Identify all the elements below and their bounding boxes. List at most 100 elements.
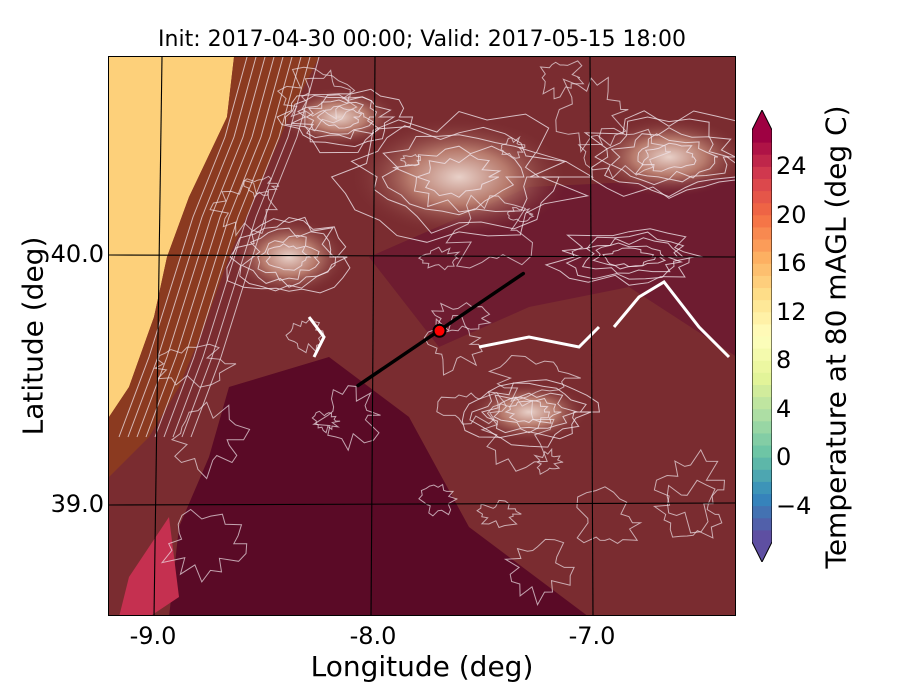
colorbar-band	[752, 226, 772, 240]
colorbar-band	[752, 202, 772, 216]
colorbar-band	[752, 481, 772, 495]
contour-line	[539, 60, 585, 100]
graticule-line	[109, 254, 735, 258]
contour-line	[172, 57, 302, 438]
colorbar-tick-label: −4	[776, 491, 812, 520]
colorbar-band	[752, 348, 772, 361]
contour-line	[136, 57, 266, 438]
colorbar-band	[752, 396, 772, 410]
colorbar-band	[752, 372, 772, 385]
colorbar	[752, 110, 772, 562]
contour-line	[417, 246, 461, 271]
contour-line	[461, 379, 600, 448]
contour-line	[641, 142, 697, 172]
contour-line	[533, 447, 564, 475]
contour-line	[285, 317, 325, 354]
contour-line	[305, 99, 374, 135]
x-tick-label: -8.0	[349, 622, 397, 650]
contour-line	[415, 154, 502, 198]
contour-line	[436, 391, 508, 425]
y-tick-label: 39.0	[50, 490, 104, 518]
colorbar-band	[752, 154, 772, 167]
colorbar-min-arrow	[752, 542, 772, 562]
contour-line	[602, 247, 657, 268]
contour-line	[316, 105, 363, 129]
colorbar-tick-label: 16	[776, 249, 807, 278]
contour-line	[229, 216, 348, 292]
contour-line	[581, 237, 685, 274]
colorbar-band	[752, 469, 772, 482]
x-tick-label: -7.0	[568, 622, 616, 650]
colorbar-band	[752, 457, 772, 470]
colorbar-tick-label: 0	[776, 443, 792, 472]
colorbar-band	[752, 275, 772, 289]
graticule-lines	[109, 57, 735, 615]
colorbar-band	[752, 251, 772, 264]
colorbar-band	[752, 432, 772, 446]
y-tick-label: 40.0	[50, 240, 104, 268]
white-contour-band	[612, 280, 731, 359]
plot-title: Init: 2017-04-30 00:00; Valid: 2017-05-1…	[158, 27, 686, 52]
highland-field	[349, 117, 569, 237]
contour-line	[577, 127, 672, 179]
contour-line	[653, 448, 726, 534]
contour-line	[311, 410, 341, 434]
warm-patch	[119, 517, 179, 615]
white-contour-band	[478, 325, 601, 349]
contour-line	[300, 69, 351, 120]
contour-line	[163, 57, 293, 438]
colorbar-band	[752, 299, 772, 313]
contour-line	[507, 207, 535, 223]
white-contour-band	[307, 316, 326, 358]
colorbar-label: Temperature at 80 mAGL (deg C)	[819, 105, 853, 569]
colorbar-band	[752, 529, 772, 543]
map-panel	[108, 56, 736, 616]
contour-line	[118, 57, 248, 438]
colorbar-band	[752, 214, 772, 228]
x-axis-label: Longitude (deg)	[310, 650, 534, 683]
contour-line	[610, 127, 730, 186]
contour-line	[257, 234, 320, 281]
contour-line	[153, 343, 237, 388]
colorbar-band	[752, 263, 772, 276]
colorbar-band	[752, 190, 772, 204]
colorbar-tick-label: 4	[776, 394, 792, 423]
contour-line	[350, 125, 568, 234]
graticule-line	[109, 502, 735, 506]
contour-line	[291, 94, 380, 140]
highland-field	[469, 382, 589, 442]
site-marker	[432, 323, 447, 338]
contour-line	[503, 538, 575, 606]
contour-line	[418, 483, 458, 517]
colorbar-band	[752, 336, 772, 349]
contour-line	[652, 479, 723, 539]
contour-line	[594, 116, 735, 198]
contour-line	[400, 153, 422, 167]
contour-line	[445, 194, 534, 269]
contour-line	[160, 508, 248, 583]
colorbar-band	[752, 323, 772, 337]
x-tick-label: -9.0	[129, 622, 177, 650]
colorbar-band	[752, 505, 772, 519]
colorbar-band	[752, 130, 772, 143]
colorbar-band	[752, 408, 772, 422]
contour-line	[330, 110, 595, 243]
contour-line	[430, 302, 492, 335]
temperature-map	[109, 57, 735, 615]
contour-line	[493, 396, 562, 429]
y-axis-label: Latitude (deg)	[16, 236, 50, 436]
contour-line	[381, 134, 541, 216]
contour-line	[392, 145, 525, 213]
colorbar-band	[752, 360, 772, 373]
contour-line	[469, 382, 592, 440]
highland-field	[279, 87, 399, 147]
colorbar-band	[752, 166, 772, 179]
sea-region	[109, 57, 234, 417]
colorbar-band	[752, 239, 772, 252]
contour-line	[209, 180, 279, 237]
colorbar-band	[752, 178, 772, 192]
contour-line	[480, 396, 555, 472]
colorbar-max-arrow	[752, 110, 772, 130]
colorbar-tick-label: 12	[776, 297, 807, 326]
contour-line	[500, 135, 526, 159]
